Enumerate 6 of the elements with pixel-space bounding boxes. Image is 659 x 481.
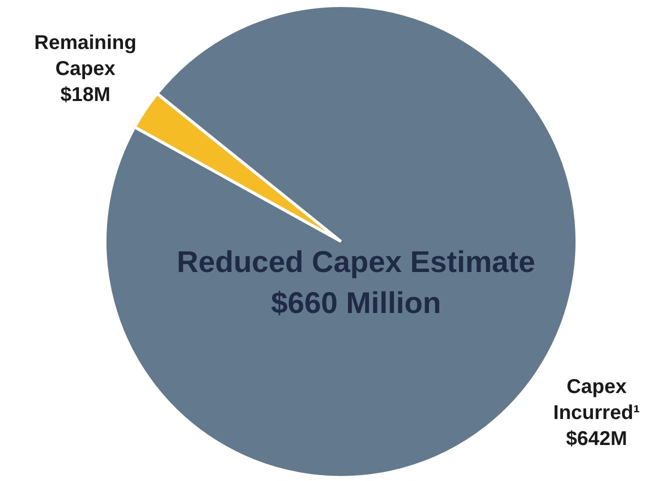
text: Reduced Capex Estimate [176,246,536,279]
slice-label: Capex Incurred¹ [553,376,640,424]
text: $660 Million [270,286,442,320]
data-label: $18M [60,84,110,106]
data-label: $642M [566,428,628,450]
slice-label: Remaining Capex [34,32,137,80]
